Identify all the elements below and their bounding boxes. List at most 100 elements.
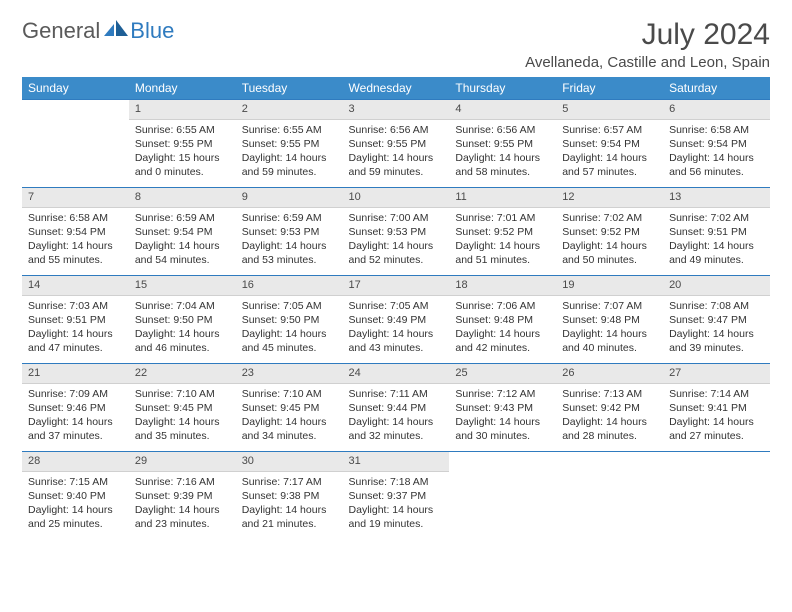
sunset-line: Sunset: 9:52 PM xyxy=(455,225,550,239)
day-body: Sunrise: 7:05 AMSunset: 9:49 PMDaylight:… xyxy=(343,296,450,360)
day-cell: 6Sunrise: 6:58 AMSunset: 9:54 PMDaylight… xyxy=(663,100,770,188)
sunset-line: Sunset: 9:55 PM xyxy=(349,137,444,151)
daylight-line: Daylight: 14 hours and 25 minutes. xyxy=(28,503,123,531)
day-cell: 10Sunrise: 7:00 AMSunset: 9:53 PMDayligh… xyxy=(343,188,450,276)
logo-text-2: Blue xyxy=(130,18,174,44)
calendar-table: SundayMondayTuesdayWednesdayThursdayFrid… xyxy=(22,77,770,540)
sunset-line: Sunset: 9:48 PM xyxy=(562,313,657,327)
daylight-line: Daylight: 14 hours and 50 minutes. xyxy=(562,239,657,267)
day-body: Sunrise: 7:02 AMSunset: 9:52 PMDaylight:… xyxy=(556,208,663,272)
daylight-line: Daylight: 14 hours and 51 minutes. xyxy=(455,239,550,267)
day-cell: 15Sunrise: 7:04 AMSunset: 9:50 PMDayligh… xyxy=(129,276,236,364)
day-body: Sunrise: 7:13 AMSunset: 9:42 PMDaylight:… xyxy=(556,384,663,448)
sunrise-line: Sunrise: 6:55 AM xyxy=(135,123,230,137)
daylight-line: Daylight: 14 hours and 49 minutes. xyxy=(669,239,764,267)
day-number: 24 xyxy=(343,364,450,384)
sunset-line: Sunset: 9:52 PM xyxy=(562,225,657,239)
day-cell: 22Sunrise: 7:10 AMSunset: 9:45 PMDayligh… xyxy=(129,364,236,452)
day-body: Sunrise: 7:10 AMSunset: 9:45 PMDaylight:… xyxy=(236,384,343,448)
day-number: 5 xyxy=(556,100,663,120)
sunset-line: Sunset: 9:53 PM xyxy=(242,225,337,239)
sunset-line: Sunset: 9:43 PM xyxy=(455,401,550,415)
sunrise-line: Sunrise: 7:17 AM xyxy=(242,475,337,489)
sunset-line: Sunset: 9:50 PM xyxy=(242,313,337,327)
day-cell: 2Sunrise: 6:55 AMSunset: 9:55 PMDaylight… xyxy=(236,100,343,188)
sunrise-line: Sunrise: 7:11 AM xyxy=(349,387,444,401)
day-cell: 27Sunrise: 7:14 AMSunset: 9:41 PMDayligh… xyxy=(663,364,770,452)
sunrise-line: Sunrise: 7:01 AM xyxy=(455,211,550,225)
day-body: Sunrise: 7:03 AMSunset: 9:51 PMDaylight:… xyxy=(22,296,129,360)
sunrise-line: Sunrise: 7:15 AM xyxy=(28,475,123,489)
sunrise-line: Sunrise: 7:09 AM xyxy=(28,387,123,401)
day-body: Sunrise: 7:10 AMSunset: 9:45 PMDaylight:… xyxy=(129,384,236,448)
day-body: Sunrise: 7:07 AMSunset: 9:48 PMDaylight:… xyxy=(556,296,663,360)
day-cell: 24Sunrise: 7:11 AMSunset: 9:44 PMDayligh… xyxy=(343,364,450,452)
day-number: 31 xyxy=(343,452,450,472)
daylight-line: Daylight: 14 hours and 47 minutes. xyxy=(28,327,123,355)
logo-sail-icon xyxy=(104,18,130,44)
day-number: 27 xyxy=(663,364,770,384)
day-body: Sunrise: 6:58 AMSunset: 9:54 PMDaylight:… xyxy=(663,120,770,184)
calendar-head: SundayMondayTuesdayWednesdayThursdayFrid… xyxy=(22,77,770,100)
day-number: 25 xyxy=(449,364,556,384)
day-number: 23 xyxy=(236,364,343,384)
sunrise-line: Sunrise: 6:58 AM xyxy=(669,123,764,137)
day-cell: 12Sunrise: 7:02 AMSunset: 9:52 PMDayligh… xyxy=(556,188,663,276)
sunset-line: Sunset: 9:49 PM xyxy=(349,313,444,327)
sunrise-line: Sunrise: 7:07 AM xyxy=(562,299,657,313)
day-cell: 31Sunrise: 7:18 AMSunset: 9:37 PMDayligh… xyxy=(343,452,450,540)
daylight-line: Daylight: 14 hours and 19 minutes. xyxy=(349,503,444,531)
day-body: Sunrise: 6:56 AMSunset: 9:55 PMDaylight:… xyxy=(343,120,450,184)
sunset-line: Sunset: 9:39 PM xyxy=(135,489,230,503)
sunrise-line: Sunrise: 7:02 AM xyxy=(669,211,764,225)
day-cell: 25Sunrise: 7:12 AMSunset: 9:43 PMDayligh… xyxy=(449,364,556,452)
sunset-line: Sunset: 9:46 PM xyxy=(28,401,123,415)
day-number: 21 xyxy=(22,364,129,384)
sunrise-line: Sunrise: 7:10 AM xyxy=(242,387,337,401)
day-body: Sunrise: 6:59 AMSunset: 9:53 PMDaylight:… xyxy=(236,208,343,272)
day-number: 11 xyxy=(449,188,556,208)
day-cell: 7Sunrise: 6:58 AMSunset: 9:54 PMDaylight… xyxy=(22,188,129,276)
day-body: Sunrise: 6:58 AMSunset: 9:54 PMDaylight:… xyxy=(22,208,129,272)
sunset-line: Sunset: 9:55 PM xyxy=(455,137,550,151)
day-cell: 14Sunrise: 7:03 AMSunset: 9:51 PMDayligh… xyxy=(22,276,129,364)
sunset-line: Sunset: 9:42 PM xyxy=(562,401,657,415)
day-header: Wednesday xyxy=(343,77,450,100)
day-number: 7 xyxy=(22,188,129,208)
day-number: 12 xyxy=(556,188,663,208)
week-row: 21 Sunrise: 7:09 AMSunset: 9:46 PM Dayligh… xyxy=(22,364,770,452)
sunrise-line: Sunrise: 7:04 AM xyxy=(135,299,230,313)
week-row: 7Sunrise: 6:58 AMSunset: 9:54 PMDaylight… xyxy=(22,188,770,276)
sunset-line: Sunset: 9:38 PM xyxy=(242,489,337,503)
sunrise-line: Sunrise: 7:00 AM xyxy=(349,211,444,225)
daylight-line: Daylight: 14 hours and 43 minutes. xyxy=(349,327,444,355)
sunrise-line: Sunrise: 6:58 AM xyxy=(28,211,123,225)
sunrise-line: Sunrise: 6:56 AM xyxy=(349,123,444,137)
logo-text-1: General xyxy=(22,18,100,44)
sunset-line: Sunset: 9:54 PM xyxy=(28,225,123,239)
week-row: 28Sunrise: 7:15 AMSunset: 9:40 PMDayligh… xyxy=(22,452,770,540)
day-number: 9 xyxy=(236,188,343,208)
sunset-line: Sunset: 9:54 PM xyxy=(135,225,230,239)
day-number: 10 xyxy=(343,188,450,208)
day-number: 1 xyxy=(129,100,236,120)
day-cell xyxy=(449,452,556,540)
sunrise-line: Sunrise: 6:59 AM xyxy=(135,211,230,225)
day-number: 30 xyxy=(236,452,343,472)
sunset-line: Sunset: 9:40 PM xyxy=(28,489,123,503)
day-body: Sunrise: 7:01 AMSunset: 9:52 PMDaylight:… xyxy=(449,208,556,272)
sunrise-line: Sunrise: 7:06 AM xyxy=(455,299,550,313)
day-number: 29 xyxy=(129,452,236,472)
daylight-line: Daylight: 15 hours and 0 minutes. xyxy=(135,151,230,179)
day-number: 18 xyxy=(449,276,556,296)
daylight-line: Daylight: 14 hours and 40 minutes. xyxy=(562,327,657,355)
day-number: 6 xyxy=(663,100,770,120)
day-header: Monday xyxy=(129,77,236,100)
day-number: 2 xyxy=(236,100,343,120)
daylight-line: Daylight: 14 hours and 35 minutes. xyxy=(135,415,230,443)
day-cell: 5Sunrise: 6:57 AMSunset: 9:54 PMDaylight… xyxy=(556,100,663,188)
header: General Blue July 2024 Avellaneda, Casti… xyxy=(22,18,770,71)
day-cell: 17Sunrise: 7:05 AMSunset: 9:49 PMDayligh… xyxy=(343,276,450,364)
daylight-line: Daylight: 14 hours and 23 minutes. xyxy=(135,503,230,531)
sunrise-line: Sunrise: 6:55 AM xyxy=(242,123,337,137)
